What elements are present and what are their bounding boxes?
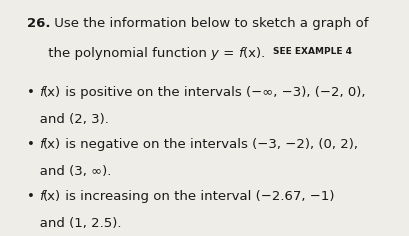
Text: (x).: (x). — [243, 47, 274, 60]
Text: the polynomial function: the polynomial function — [27, 47, 211, 60]
Text: and (3, ∞).: and (3, ∞). — [27, 165, 111, 178]
Text: (x): (x) — [43, 86, 61, 99]
Text: is positive on the intervals (−∞, −3), (−2, 0),: is positive on the intervals (−∞, −3), (… — [61, 86, 366, 99]
Text: SEE EXAMPLE 4: SEE EXAMPLE 4 — [274, 47, 353, 56]
Text: is negative on the intervals (−3, −2), (0, 2),: is negative on the intervals (−3, −2), (… — [61, 138, 358, 151]
Text: 26.: 26. — [27, 17, 50, 30]
Text: •: • — [27, 138, 39, 151]
Text: and (2, 3).: and (2, 3). — [27, 113, 108, 126]
Text: •: • — [27, 190, 39, 203]
Text: f: f — [39, 138, 43, 151]
Text: (x): (x) — [43, 138, 61, 151]
Text: (x): (x) — [43, 190, 61, 203]
Text: Use the information below to sketch a graph of: Use the information below to sketch a gr… — [50, 17, 369, 30]
Text: f: f — [39, 86, 43, 99]
Text: •: • — [27, 86, 39, 99]
Text: =: = — [218, 47, 238, 60]
Text: f: f — [238, 47, 243, 60]
Text: is increasing on the interval (−2.67, −1): is increasing on the interval (−2.67, −1… — [61, 190, 335, 203]
Text: y: y — [211, 47, 218, 60]
Text: f: f — [39, 190, 43, 203]
Text: and (1, 2.5).: and (1, 2.5). — [27, 217, 121, 230]
